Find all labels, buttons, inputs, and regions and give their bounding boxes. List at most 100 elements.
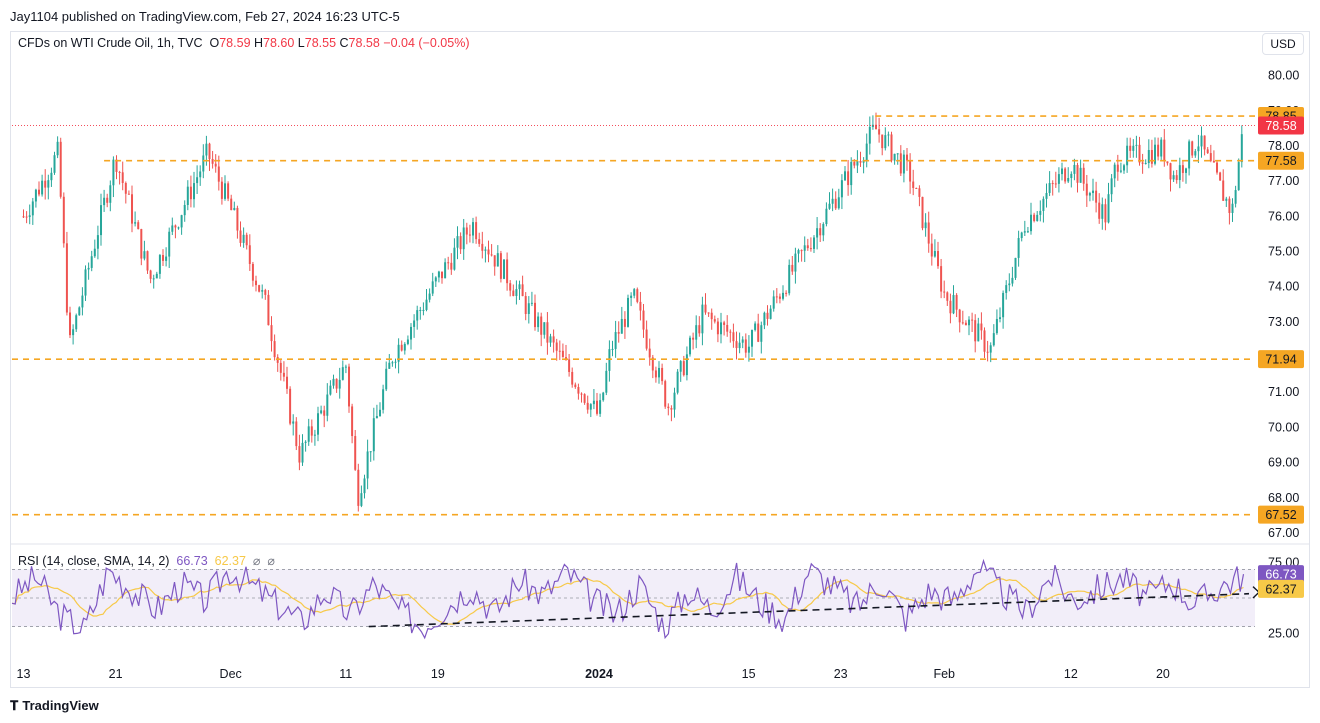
y-tick-label: 68.00 [1268,491,1299,505]
candle-body [720,322,723,335]
candle-body [31,201,34,216]
candle-body [1216,162,1219,173]
candle-body [937,251,940,267]
candle-body [902,154,905,174]
candle-body [155,273,158,279]
candle-body [868,126,871,144]
candle-body [366,451,369,479]
candle-body [1017,238,1020,258]
candle-body [1219,172,1222,181]
candle-body [1197,146,1200,152]
candle-body [81,295,84,308]
candle-body [1188,141,1191,169]
candle-body [1110,178,1113,195]
candle-body [530,302,533,304]
candle-body [165,256,168,261]
candle-body [388,362,391,369]
candle-body [140,229,143,259]
candle-body [574,384,577,388]
candle-body [1085,183,1088,196]
rsi-trendline [368,592,1250,628]
candle-body [103,197,106,206]
candle-body [484,249,487,251]
candle-body [1067,178,1070,182]
candle-body [648,348,651,358]
candle-body [893,153,896,161]
candle-body [307,426,310,442]
candle-body [1175,175,1178,181]
symbol-name: CFDs on WTI Crude Oil, 1h, TVC [18,36,203,50]
candle-body [44,180,47,188]
candle-body [348,366,351,407]
candle-body [1237,162,1240,191]
candle-body [673,392,676,410]
candle-body [323,410,326,416]
candle-body [406,339,409,344]
candle-body [481,243,484,251]
candle-body [1064,168,1067,182]
candle-body [1048,183,1051,193]
candle-body [971,319,974,321]
candle-body [264,290,267,295]
candle-body [651,357,654,371]
candle-body [865,143,868,161]
candle-body [1107,194,1110,223]
candle-body [840,180,843,198]
candle-body [22,216,25,218]
candle-body [270,325,273,342]
candle-body [1023,231,1026,233]
candle-body [949,300,952,314]
candle-body [1144,163,1147,165]
candle-body [59,141,62,197]
candle-body [577,387,580,394]
candle-body [317,413,320,435]
candle-body [385,368,388,390]
candle-body [1181,165,1184,173]
y-tick-label: 77.00 [1268,174,1299,188]
candle-body [540,316,543,335]
candle-body [143,251,146,259]
candle-body [403,343,406,351]
close-value: 78.58 [348,36,380,50]
candle-body [555,342,558,351]
candle-body [193,183,196,200]
candle-body [341,367,344,380]
candle-body [298,446,301,463]
candle-body [465,227,468,235]
candle-body [363,478,366,494]
y-tick-label: 73.00 [1268,315,1299,329]
candle-body [819,228,822,236]
candle-body [571,371,574,385]
candle-body [279,362,282,373]
candle-body [639,301,642,311]
candle-body [627,297,630,327]
candle-body [1172,175,1175,180]
candle-body [800,250,803,252]
candle-body [518,284,521,290]
candle-body [379,409,382,417]
candle-body [608,349,611,371]
candle-body [220,181,223,199]
candle-body [62,196,65,244]
candle-body [875,124,878,130]
candle-body [413,320,416,327]
candle-body [642,310,645,330]
candle-body [534,302,537,328]
candle-body [878,129,881,135]
currency-button[interactable]: USD [1262,33,1304,55]
candle-body [633,289,636,296]
candle-body [1212,160,1215,163]
candle-body [422,309,425,311]
candle-body [1126,145,1129,166]
rsi-line [11,558,1245,640]
candle-body [1209,153,1212,161]
candle-body [199,171,202,178]
candle-body [654,370,657,378]
candle-body [816,228,819,238]
candle-body [472,222,475,236]
candle-body [118,171,121,173]
candle-body [289,388,292,424]
candle-body [1011,277,1014,284]
candle-body [1231,203,1234,213]
